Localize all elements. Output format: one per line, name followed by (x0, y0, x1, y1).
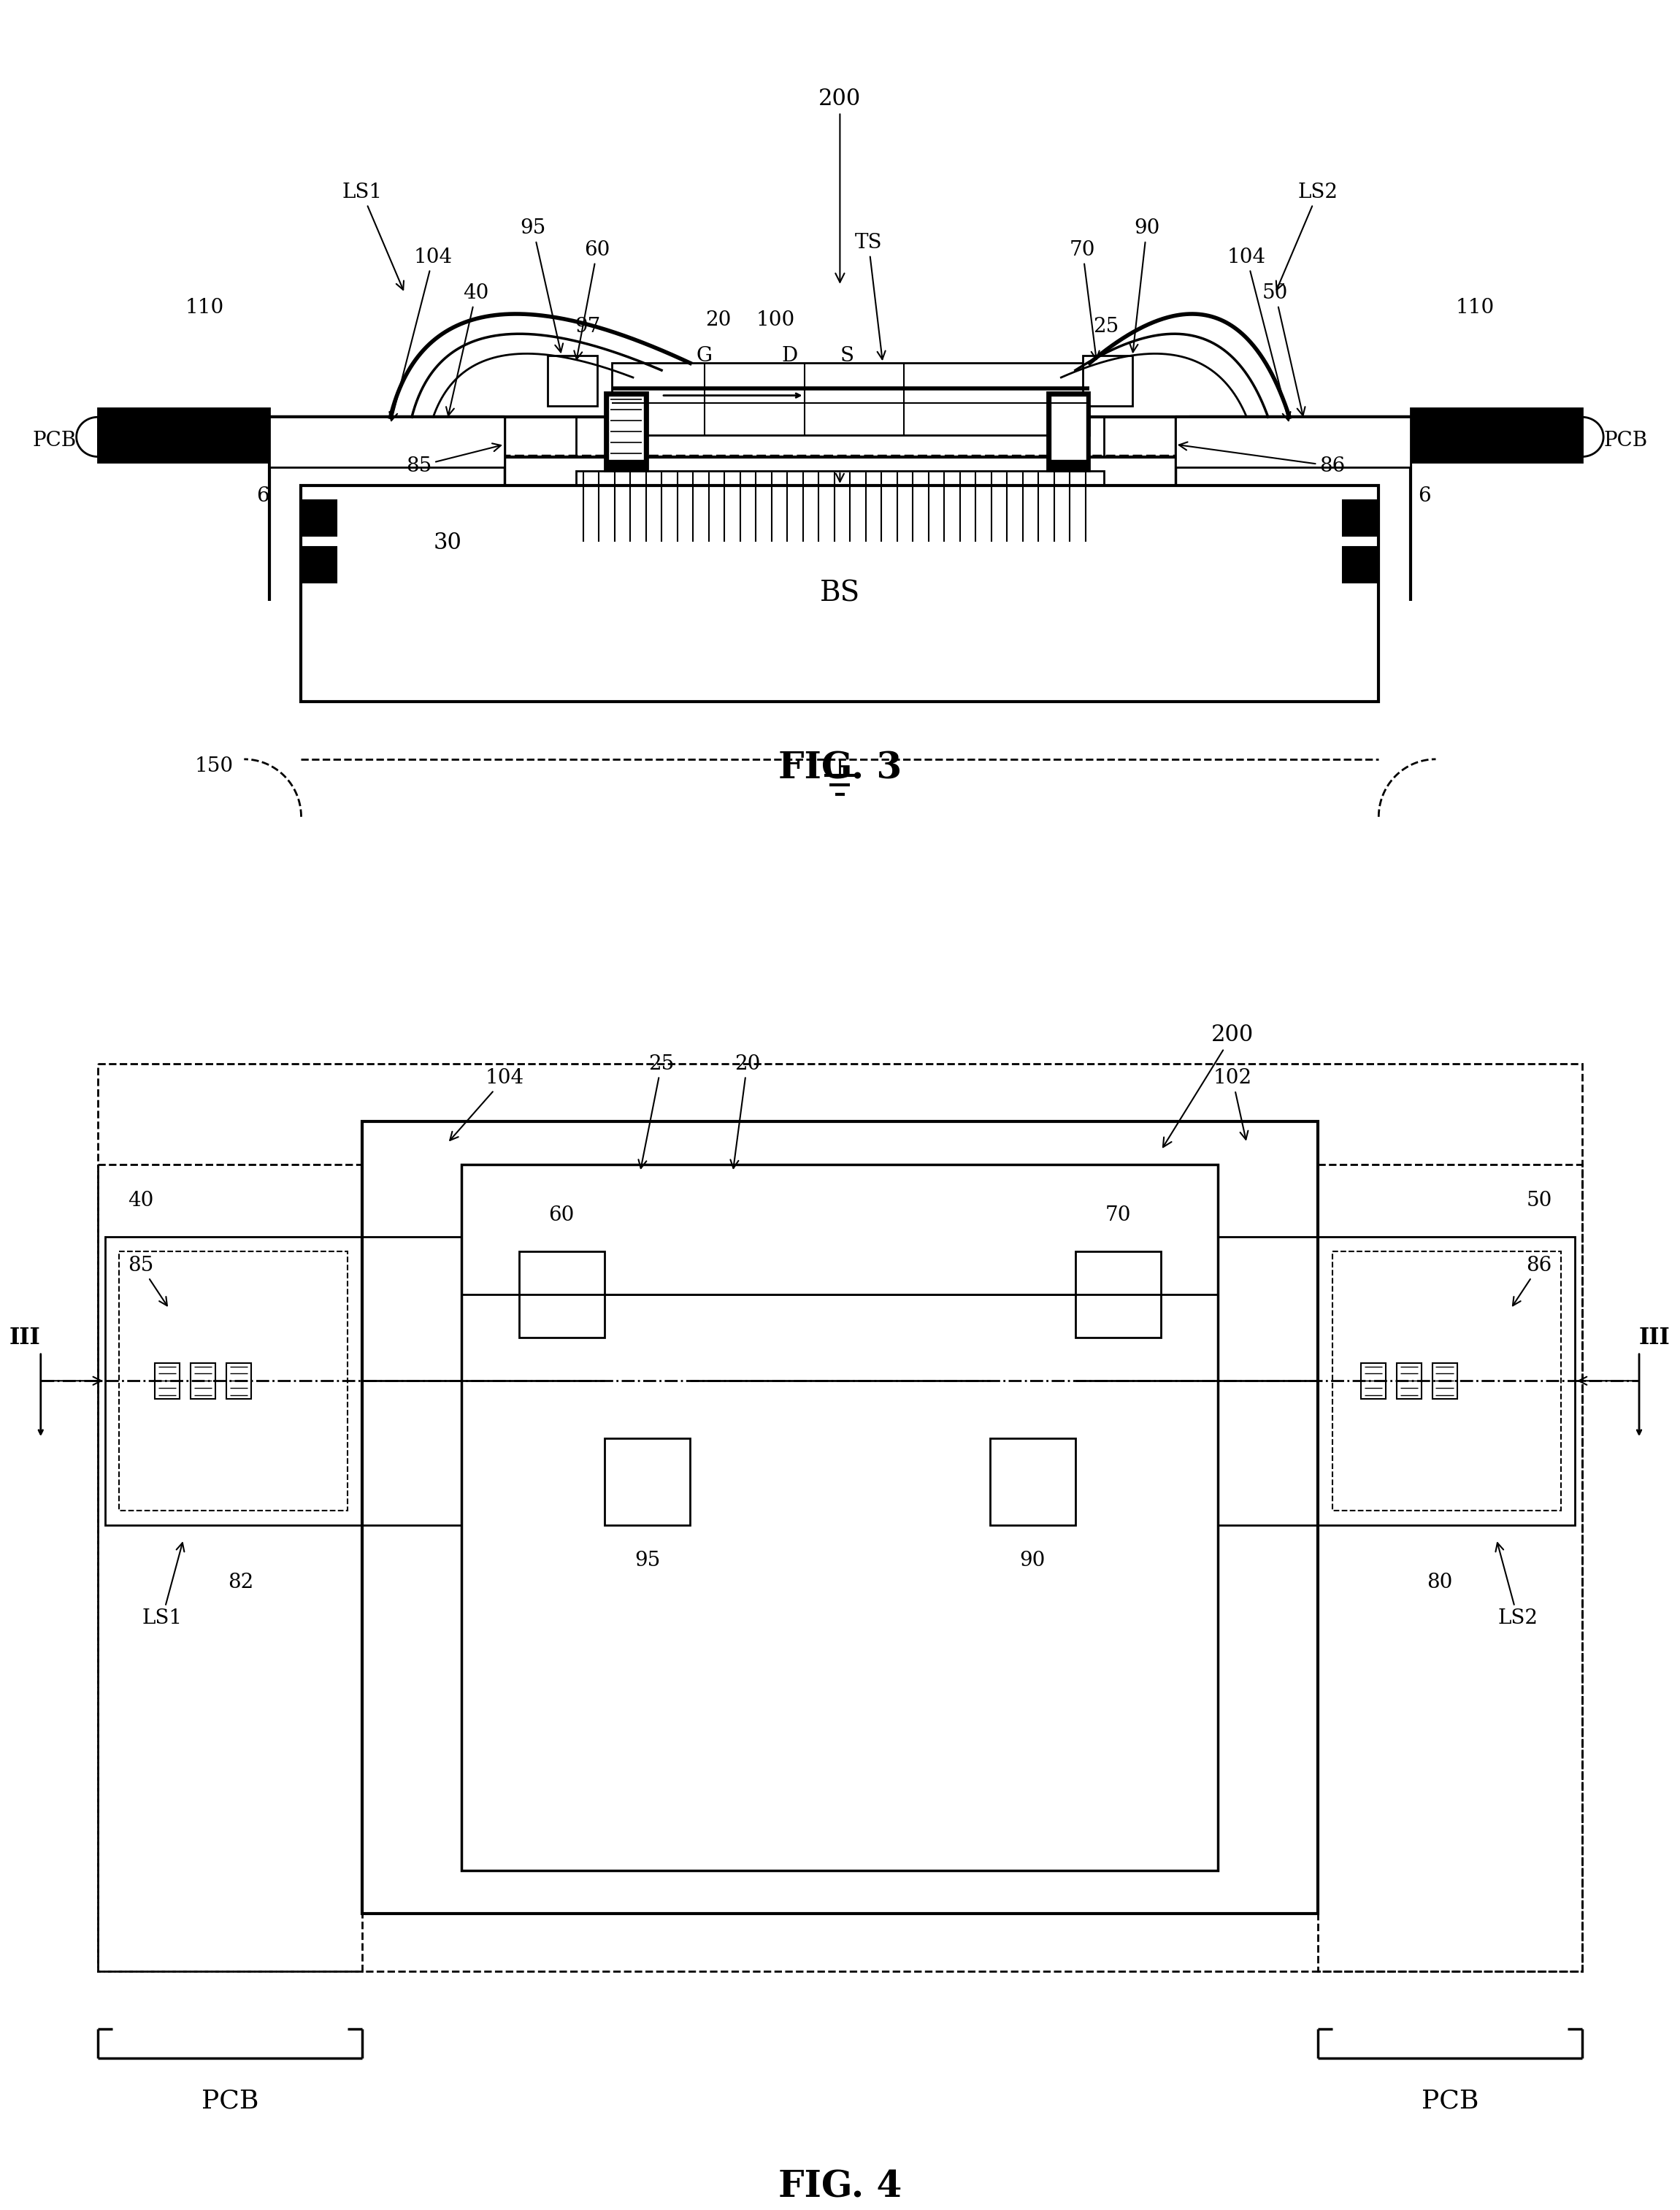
Bar (1431, 1364, 1457, 1399)
Text: 50: 50 (1262, 283, 1305, 415)
Text: D: D (781, 347, 798, 365)
Text: PCB: PCB (32, 431, 76, 451)
Bar (269, 418, 491, 457)
Text: 20: 20 (731, 1054, 759, 1169)
Bar (301, 546, 338, 583)
Bar (361, 1120, 1319, 1914)
Text: S: S (840, 347, 853, 365)
Text: 104: 104 (390, 248, 452, 420)
Bar (1047, 391, 1090, 471)
Text: 30: 30 (433, 533, 462, 555)
Bar (1075, 1251, 1161, 1337)
Bar (104, 1238, 361, 1525)
Bar (97, 1165, 361, 1971)
Bar (1189, 418, 1411, 457)
Bar (612, 362, 1090, 435)
Text: 6: 6 (255, 486, 269, 506)
Bar (301, 499, 338, 535)
Text: 60: 60 (549, 1204, 575, 1224)
Text: 150: 150 (195, 756, 234, 776)
Text: III: III (1640, 1326, 1670, 1348)
Text: 20: 20 (706, 309, 731, 329)
Text: 95: 95 (635, 1551, 660, 1571)
Text: 110: 110 (185, 298, 223, 318)
Text: III: III (10, 1326, 40, 1348)
Text: BS: BS (820, 579, 860, 608)
Bar (227, 1364, 252, 1399)
Text: 95: 95 (521, 219, 563, 351)
Bar (1342, 499, 1379, 535)
Bar (608, 396, 643, 460)
Text: 40: 40 (128, 1191, 153, 1211)
Text: 86: 86 (1512, 1255, 1552, 1306)
Text: PCB: PCB (1603, 431, 1648, 451)
Text: 25: 25 (1094, 318, 1119, 336)
Text: 90: 90 (1129, 219, 1159, 351)
Bar (301, 486, 1379, 701)
Text: 70: 70 (1070, 241, 1099, 360)
Bar (605, 391, 647, 471)
Text: 104: 104 (450, 1067, 524, 1140)
Bar (1050, 396, 1085, 460)
Bar (1319, 1165, 1583, 1971)
Text: 40: 40 (447, 283, 489, 415)
Text: 200: 200 (1163, 1023, 1253, 1147)
Text: 102: 102 (1213, 1067, 1252, 1140)
Text: LS2: LS2 (1277, 183, 1337, 290)
Text: PCB: PCB (202, 2088, 259, 2113)
Bar (97, 409, 269, 462)
Bar (155, 1364, 180, 1399)
Bar (605, 1439, 690, 1525)
Text: 25: 25 (638, 1054, 674, 1169)
Bar (1319, 1238, 1574, 1525)
Text: LS1: LS1 (141, 1543, 185, 1629)
Bar (1176, 418, 1411, 469)
Text: 110: 110 (1455, 298, 1495, 318)
Bar (548, 356, 598, 407)
Bar (462, 1165, 1218, 1870)
Text: 70: 70 (1105, 1204, 1131, 1224)
Text: 80: 80 (1426, 1574, 1452, 1593)
Bar (519, 1251, 605, 1337)
Bar (990, 1439, 1075, 1525)
Text: 60: 60 (575, 241, 610, 360)
Text: 85: 85 (128, 1255, 166, 1306)
Text: 6: 6 (1418, 486, 1431, 506)
Text: TS: TS (855, 232, 885, 360)
Bar (1411, 409, 1583, 462)
Text: G: G (696, 347, 712, 365)
Text: 90: 90 (1020, 1551, 1045, 1571)
Bar (97, 1063, 1583, 1971)
Text: FIG. 4: FIG. 4 (778, 2170, 902, 2206)
Text: 97: 97 (575, 318, 601, 336)
Bar (1082, 356, 1132, 407)
Bar (1332, 1251, 1561, 1509)
Text: 100: 100 (756, 309, 795, 329)
Text: 200: 200 (818, 88, 862, 283)
Bar (190, 1364, 215, 1399)
Text: 50: 50 (1527, 1191, 1552, 1211)
Bar (576, 471, 1104, 544)
Text: 85: 85 (407, 444, 501, 475)
Text: 104: 104 (1228, 248, 1290, 420)
Bar (269, 418, 504, 469)
Text: LS1: LS1 (341, 183, 403, 290)
Text: 82: 82 (228, 1574, 254, 1593)
Text: 86: 86 (1179, 442, 1346, 475)
Bar (1361, 1364, 1386, 1399)
Bar (119, 1251, 348, 1509)
Text: LS2: LS2 (1495, 1543, 1537, 1629)
Text: FIG. 3: FIG. 3 (778, 751, 902, 787)
Bar (1396, 1364, 1421, 1399)
Text: PCB: PCB (1421, 2088, 1478, 2113)
Bar (1342, 546, 1379, 583)
